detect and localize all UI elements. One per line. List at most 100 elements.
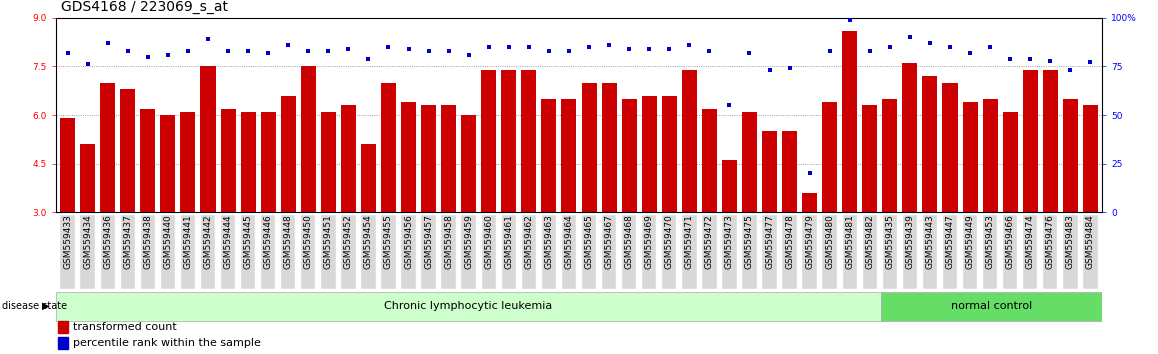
Text: GSM559476: GSM559476: [1046, 215, 1055, 269]
FancyBboxPatch shape: [221, 215, 235, 289]
FancyBboxPatch shape: [361, 215, 375, 289]
FancyBboxPatch shape: [482, 215, 496, 289]
Point: [860, 48, 879, 53]
FancyBboxPatch shape: [882, 215, 897, 289]
Point: [740, 50, 758, 56]
Text: GSM559438: GSM559438: [144, 215, 153, 269]
Bar: [321, 112, 336, 212]
FancyBboxPatch shape: [802, 215, 816, 289]
Point: [359, 56, 378, 62]
Bar: [1042, 70, 1057, 212]
Point: [58, 50, 76, 56]
Point: [1082, 59, 1100, 65]
Point: [940, 44, 959, 50]
Bar: [581, 82, 596, 212]
Bar: [60, 118, 75, 212]
Text: GSM559444: GSM559444: [223, 215, 233, 269]
Bar: [1003, 112, 1018, 212]
Text: GSM559477: GSM559477: [765, 215, 774, 269]
Text: GSM559473: GSM559473: [725, 215, 734, 269]
Bar: [601, 82, 616, 212]
FancyBboxPatch shape: [863, 215, 877, 289]
FancyBboxPatch shape: [662, 215, 676, 289]
Bar: [902, 63, 917, 212]
FancyBboxPatch shape: [441, 215, 456, 289]
Point: [1001, 56, 1019, 62]
Text: GSM559467: GSM559467: [604, 215, 614, 269]
Bar: [542, 99, 557, 212]
FancyBboxPatch shape: [422, 215, 435, 289]
Bar: [422, 105, 437, 212]
Point: [780, 65, 799, 71]
FancyBboxPatch shape: [1003, 215, 1018, 289]
Point: [419, 48, 438, 53]
FancyBboxPatch shape: [642, 215, 657, 289]
Bar: [58, 337, 68, 349]
Bar: [381, 82, 396, 212]
Text: GSM559440: GSM559440: [163, 215, 173, 269]
Text: GSM559447: GSM559447: [945, 215, 954, 269]
Point: [640, 46, 659, 52]
Bar: [983, 99, 998, 212]
Text: GSM559460: GSM559460: [484, 215, 493, 269]
Point: [540, 48, 558, 53]
FancyBboxPatch shape: [923, 215, 937, 289]
Point: [178, 48, 197, 53]
Text: GSM559437: GSM559437: [123, 215, 132, 269]
FancyBboxPatch shape: [562, 215, 577, 289]
Point: [1041, 58, 1060, 63]
Bar: [721, 160, 736, 212]
FancyBboxPatch shape: [762, 215, 777, 289]
Text: percentile rank within the sample: percentile rank within the sample: [73, 338, 261, 348]
Bar: [562, 99, 577, 212]
Bar: [101, 82, 116, 212]
Point: [499, 44, 518, 50]
Point: [800, 171, 819, 176]
Point: [439, 48, 457, 53]
Bar: [482, 70, 497, 212]
Text: GSM559464: GSM559464: [564, 215, 573, 269]
Point: [680, 42, 698, 48]
Point: [79, 62, 97, 67]
Point: [139, 54, 157, 59]
Text: GSM559449: GSM559449: [966, 215, 975, 269]
Bar: [280, 96, 295, 212]
Text: GDS4168 / 223069_s_at: GDS4168 / 223069_s_at: [61, 0, 228, 14]
Point: [820, 48, 838, 53]
Text: GSM559465: GSM559465: [585, 215, 594, 269]
Point: [580, 44, 599, 50]
Point: [1021, 56, 1040, 62]
FancyBboxPatch shape: [241, 215, 255, 289]
Point: [239, 48, 257, 53]
Point: [159, 52, 177, 57]
FancyBboxPatch shape: [281, 215, 295, 289]
Point: [199, 36, 218, 42]
Bar: [882, 99, 897, 212]
Point: [620, 46, 638, 52]
Text: transformed count: transformed count: [73, 322, 177, 332]
Text: GSM559434: GSM559434: [83, 215, 93, 269]
Text: GSM559459: GSM559459: [464, 215, 474, 269]
FancyBboxPatch shape: [301, 215, 315, 289]
Bar: [802, 193, 818, 212]
Bar: [842, 31, 857, 212]
Text: GSM559456: GSM559456: [404, 215, 413, 269]
Bar: [1023, 70, 1038, 212]
Bar: [962, 102, 977, 212]
FancyBboxPatch shape: [822, 215, 837, 289]
Point: [379, 44, 397, 50]
FancyBboxPatch shape: [261, 215, 276, 289]
Point: [880, 44, 899, 50]
Bar: [642, 96, 657, 212]
FancyBboxPatch shape: [682, 215, 696, 289]
FancyBboxPatch shape: [581, 215, 596, 289]
FancyBboxPatch shape: [723, 215, 736, 289]
Bar: [340, 105, 356, 212]
FancyBboxPatch shape: [903, 215, 917, 289]
Point: [701, 48, 719, 53]
FancyBboxPatch shape: [962, 215, 977, 289]
Point: [961, 50, 980, 56]
Point: [339, 46, 358, 52]
FancyBboxPatch shape: [742, 215, 756, 289]
Text: GSM559463: GSM559463: [544, 215, 554, 269]
